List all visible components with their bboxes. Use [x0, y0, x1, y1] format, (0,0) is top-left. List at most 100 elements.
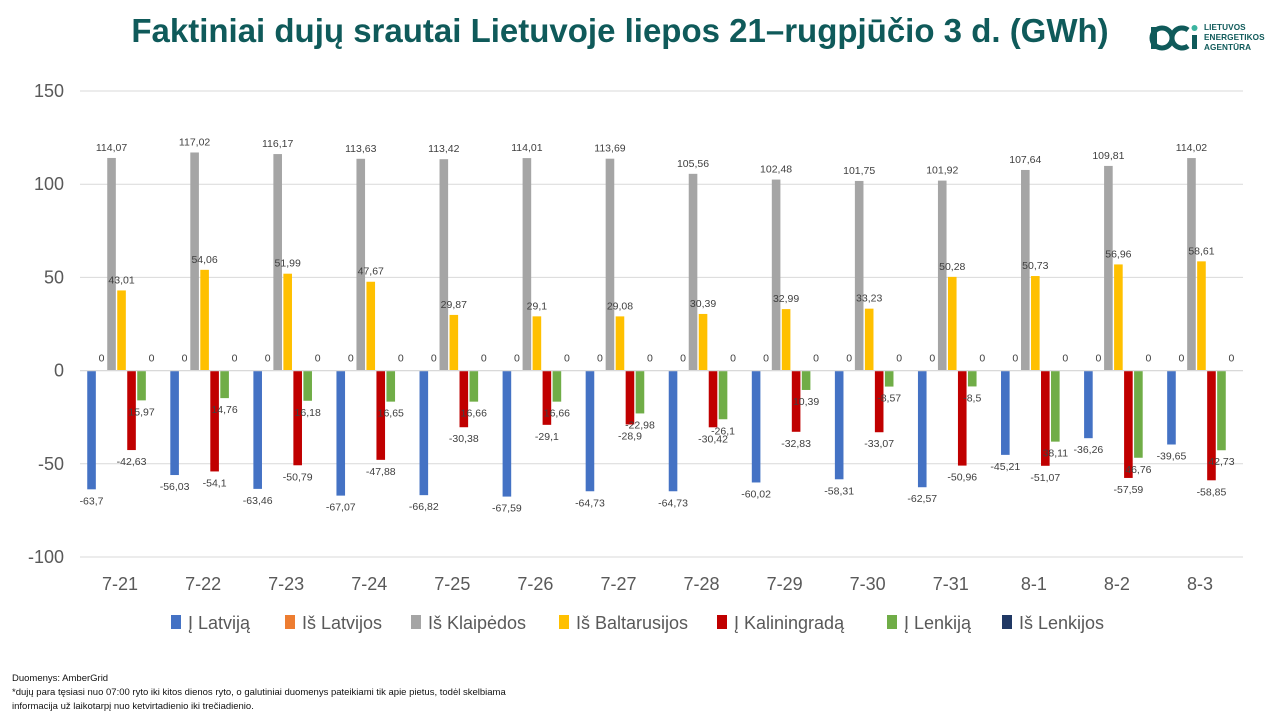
data-label: 43,01	[108, 274, 134, 286]
data-label: 0	[1012, 353, 1018, 365]
x-tick-label: 7-28	[684, 574, 720, 594]
data-label: -58,31	[824, 485, 854, 497]
bar	[1187, 158, 1196, 371]
bar	[585, 370, 595, 492]
x-tick-label: 7-27	[600, 574, 636, 594]
data-label: 0	[315, 353, 321, 365]
data-label: -30,38	[449, 433, 479, 445]
data-label: 117,02	[179, 136, 210, 148]
data-label: 0	[647, 353, 653, 365]
bar	[917, 370, 927, 488]
bar	[625, 370, 635, 425]
logo-line-2: ENERGETIKOS	[1204, 33, 1265, 43]
y-tick-label: -100	[28, 547, 64, 567]
page-title: Faktiniai dujų srautai Lietuvoje liepos …	[131, 12, 1109, 49]
data-label: 51,99	[275, 258, 301, 270]
x-tick-label: 7-21	[102, 574, 138, 594]
data-label: 0	[348, 353, 354, 365]
y-tick-label: 100	[34, 174, 64, 194]
legend-swatch	[411, 615, 421, 629]
data-label: 113,69	[594, 143, 625, 155]
data-label: 0	[1062, 353, 1068, 365]
data-label: 114,07	[96, 142, 127, 154]
data-label: -56,03	[160, 481, 190, 493]
data-label: 114,02	[1176, 142, 1207, 154]
data-label: -33,07	[864, 438, 894, 450]
x-tick-label: 7-22	[185, 574, 221, 594]
x-tick-label: 7-31	[933, 574, 969, 594]
bar	[834, 370, 844, 480]
x-tick-label: 8-3	[1187, 574, 1213, 594]
data-label: 116,17	[262, 138, 293, 150]
data-label: 58,61	[1188, 245, 1214, 257]
data-label: 16,66	[461, 408, 487, 420]
data-label: 0	[597, 353, 603, 365]
bar	[376, 370, 386, 460]
bar	[1021, 169, 1030, 371]
data-label: 0	[149, 353, 155, 365]
data-label: -51,07	[1030, 472, 1060, 484]
data-label: 0	[1179, 353, 1185, 365]
data-label: 16,18	[295, 407, 321, 419]
legend-label: Iš Lenkijos	[1019, 613, 1104, 633]
bar	[552, 370, 562, 402]
bar	[1051, 370, 1060, 442]
legend-label: Iš Baltarusijos	[576, 613, 688, 633]
data-label: -50,96	[947, 472, 977, 484]
bar	[1217, 370, 1226, 451]
bar	[303, 370, 312, 401]
data-label: 101,75	[843, 165, 875, 177]
data-label: 46,76	[1125, 464, 1151, 476]
bar	[439, 159, 449, 371]
data-label: -64,73	[575, 497, 605, 509]
data-label: -42,63	[117, 456, 147, 468]
data-label: 29,1	[527, 300, 548, 312]
x-tick-label: 7-24	[351, 574, 387, 594]
legend-swatch	[1002, 615, 1012, 629]
data-label: 101,92	[926, 165, 958, 177]
data-label: 29,08	[607, 300, 633, 312]
data-label: 16,65	[378, 408, 404, 420]
bar	[283, 273, 292, 371]
bar	[1104, 165, 1113, 371]
bar	[1134, 370, 1143, 458]
bar	[615, 316, 625, 371]
data-label: 0	[896, 353, 902, 365]
bar	[1167, 370, 1176, 445]
data-label: 50,28	[939, 261, 965, 273]
data-label: -60,02	[741, 488, 771, 500]
data-label: 0	[265, 353, 271, 365]
bar	[947, 276, 957, 371]
y-tick-label: 0	[54, 361, 64, 381]
data-label: -32,83	[781, 438, 811, 450]
data-label: 0	[1095, 353, 1101, 365]
data-label: -57,59	[1114, 484, 1144, 496]
data-label: 0	[182, 353, 188, 365]
bar	[801, 370, 811, 390]
bar	[137, 370, 146, 401]
data-label: 0	[763, 353, 769, 365]
energy-agency-logo-icon	[1149, 25, 1198, 51]
legend-label: Iš Klaipėdos	[428, 613, 526, 633]
bar	[1207, 370, 1216, 481]
x-tick-label: 8-2	[1104, 574, 1130, 594]
bar	[336, 370, 346, 496]
data-label: -62,57	[907, 493, 937, 505]
bar	[854, 180, 864, 371]
bar	[449, 314, 459, 371]
data-label: -50,79	[283, 471, 313, 483]
bar	[718, 370, 728, 420]
data-label: -63,46	[243, 495, 273, 507]
bar	[366, 281, 376, 371]
data-label: -45,21	[990, 461, 1020, 473]
data-label: -58,85	[1197, 486, 1227, 498]
data-label: 0	[99, 353, 105, 365]
x-tick-label: 8-1	[1021, 574, 1047, 594]
bar	[698, 313, 708, 371]
data-label: 109,81	[1092, 150, 1124, 162]
data-label: 0	[929, 353, 935, 365]
gas-flow-bar-chart: -100 -50 0 50 100 150 -63,7 0 114,07 43,01 -42,63 1…	[28, 81, 1243, 633]
footnote: Duomenys: AmberGrid *dujų para tęsiasi n…	[12, 672, 506, 714]
logo: LIETUVOS ENERGETIKOS AGENTŪRA	[1148, 20, 1276, 56]
data-label: 29,87	[441, 299, 467, 311]
